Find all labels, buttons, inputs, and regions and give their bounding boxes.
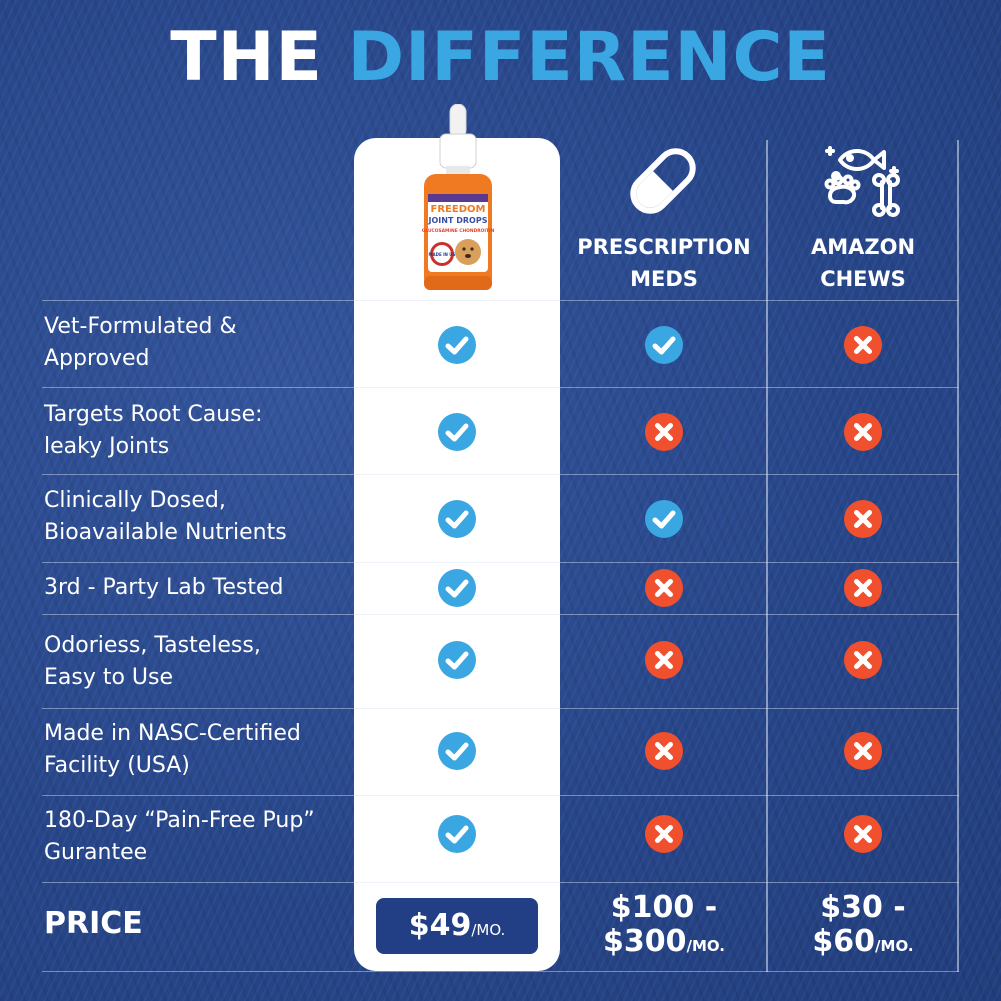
- row-divider: [42, 614, 959, 615]
- row-label: Odoriess, Tasteless, Easy to Use: [44, 633, 261, 690]
- check-icon: [438, 732, 476, 770]
- title-part-1: THE: [170, 18, 323, 97]
- row-label: 180-Day “Pain-Free Pup” Gurantee: [44, 808, 315, 865]
- check-icon: [645, 500, 683, 538]
- cross-icon: [844, 732, 882, 770]
- row-label: Made in NASC-Certified Facility (USA): [44, 721, 301, 778]
- row-divider: [42, 882, 959, 883]
- row-divider: [42, 562, 959, 563]
- row-divider: [42, 300, 959, 301]
- column-header-line1: PRESCRIPTION: [577, 235, 751, 259]
- price-unit: /MO.: [471, 921, 506, 939]
- price-unit: /MO.: [875, 937, 914, 955]
- cross-icon: [844, 500, 882, 538]
- column-header-prescription: PRESCRIPTION MEDS: [562, 231, 766, 295]
- price-button-ours[interactable]: $49/MO.: [376, 898, 538, 954]
- row-divider: [42, 971, 959, 972]
- price-amount: $49: [408, 908, 472, 943]
- product-brand: FREEDOM: [431, 204, 486, 215]
- cross-icon: [645, 815, 683, 853]
- check-icon: [438, 500, 476, 538]
- price-label: PRICE: [44, 906, 143, 941]
- cross-icon: [844, 413, 882, 451]
- column-header-line2: CHEWS: [820, 267, 906, 291]
- price-line1: $100 -: [610, 890, 718, 925]
- product-bottle-image: FREEDOM JOINT DROPS GLUCOSAMINE CHONDROI…: [422, 104, 495, 290]
- price-line1: $30 -: [820, 890, 906, 925]
- check-icon: [645, 326, 683, 364]
- row-label: Targets Root Cause: leaky Joints: [44, 402, 263, 459]
- capsule-icon: [630, 148, 696, 214]
- product-ingredients: GLUCOSAMINE CHONDROITIN: [422, 228, 495, 234]
- check-icon: [438, 641, 476, 679]
- row-label: Vet-Formulated & Approved: [44, 314, 237, 371]
- cross-icon: [844, 641, 882, 679]
- column-divider: [766, 140, 768, 972]
- cross-icon: [844, 815, 882, 853]
- cross-icon: [645, 569, 683, 607]
- price-unit: /MO.: [686, 937, 726, 955]
- row-label: Clinically Dosed, Bioavailable Nutrients: [44, 488, 287, 545]
- table-right-border: [957, 140, 959, 972]
- column-header-line1: AMAZON: [810, 235, 916, 259]
- column-header-line2: MEDS: [630, 267, 698, 291]
- column-header-amazon: AMAZON CHEWS: [768, 231, 958, 295]
- cross-icon: [645, 732, 683, 770]
- price-line2: $300/MO.: [562, 925, 766, 963]
- product-name: JOINT DROPS: [428, 216, 488, 225]
- cross-icon: [844, 326, 882, 364]
- check-icon: [438, 413, 476, 451]
- made-in-us-badge: MADE IN US: [429, 252, 456, 257]
- row-divider: [42, 387, 959, 388]
- row-divider: [42, 795, 959, 796]
- price-line2: $60/MO.: [768, 925, 958, 963]
- pet-treats-icon: [824, 146, 900, 217]
- price-amount: $300: [602, 924, 687, 959]
- price-amazon: $30 - $60/MO.: [768, 891, 958, 963]
- check-icon: [438, 569, 476, 607]
- page-title: THE DIFFERENCE: [0, 18, 1001, 98]
- row-divider: [42, 708, 959, 709]
- row-label: 3rd - Party Lab Tested: [44, 575, 284, 600]
- check-icon: [438, 815, 476, 853]
- row-divider: [42, 474, 959, 475]
- title-part-2: DIFFERENCE: [347, 18, 831, 97]
- cross-icon: [645, 641, 683, 679]
- price-amount: $60: [812, 924, 876, 959]
- check-icon: [438, 326, 476, 364]
- cross-icon: [844, 569, 882, 607]
- cross-icon: [645, 413, 683, 451]
- price-prescription: $100 - $300/MO.: [562, 891, 766, 963]
